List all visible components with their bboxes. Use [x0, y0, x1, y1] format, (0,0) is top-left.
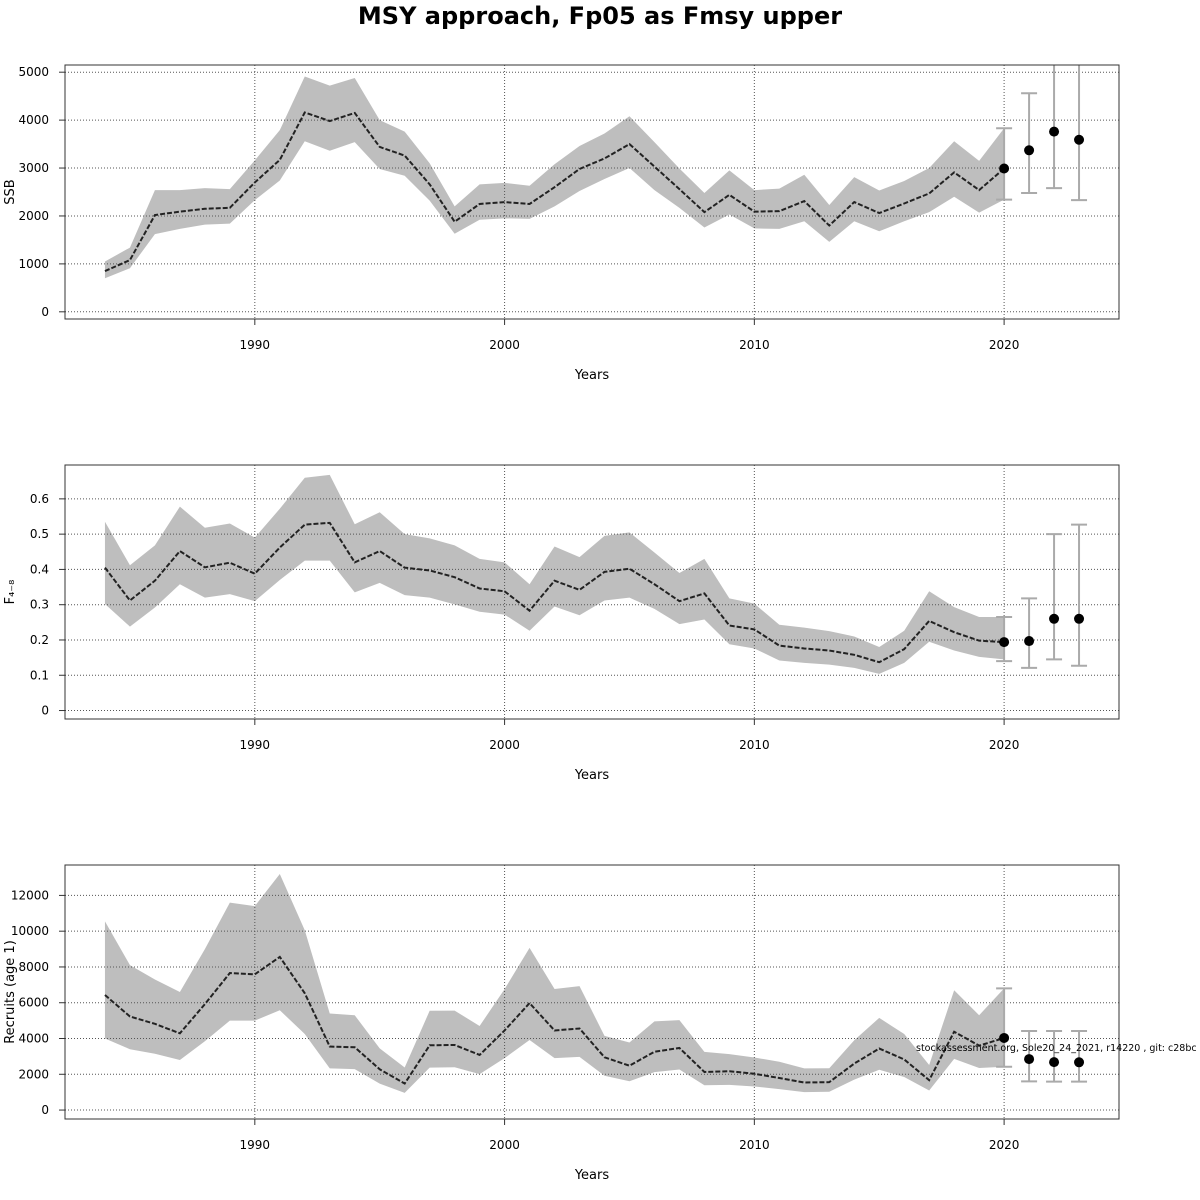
plot-marks — [65, 865, 1119, 1119]
confidence-band — [104, 873, 1005, 1093]
estimate-line — [104, 521, 1005, 664]
y-tick-label: 0 — [41, 1103, 49, 1117]
x-tick-label: 2000 — [489, 738, 520, 752]
y-tick-label: 0.3 — [30, 598, 49, 612]
footnote: stockassessment.org, Sole20_24_2021, r14… — [916, 1043, 1197, 1054]
forecast-point — [1074, 613, 1085, 624]
x-tick-label: 2010 — [739, 738, 770, 752]
estimate-line — [104, 111, 1005, 272]
y-tick-label: 0.4 — [30, 562, 49, 576]
x-tick-label: 2010 — [739, 338, 770, 352]
forecast-point — [1049, 126, 1060, 137]
plot-marks — [65, 465, 1119, 719]
y-tick-label: 5000 — [18, 65, 49, 79]
y-tick-label: 0.5 — [30, 527, 49, 541]
fishing-mortality-panel: 1990 2000 2010 2020 0 0.1 0.2 0.3 0.4 0.5 0.6 Years… — [3, 464, 1120, 783]
plot-marks — [65, 65, 1119, 319]
plot-frame — [64, 864, 1120, 1120]
x-tick-label: 1990 — [240, 738, 271, 752]
forecast-point — [1024, 636, 1035, 647]
y-tick-label: 3000 — [18, 161, 49, 175]
x-tick-label: 2020 — [989, 338, 1020, 352]
y-tick-label: 8000 — [18, 960, 49, 974]
y-tick-label: 1000 — [18, 257, 49, 271]
recruits-panel: 1990 2000 2010 2020 0 2000 4000 6000 8000 10000 12… — [3, 864, 1120, 1183]
forecast-point — [999, 1032, 1010, 1043]
y-tick-label: 2000 — [18, 209, 49, 223]
y-axis-label: F₄₋₈ — [3, 580, 18, 605]
plot-frame — [64, 64, 1120, 320]
y-tick-label: 0.1 — [30, 668, 49, 682]
forecast-point — [999, 637, 1010, 648]
x-tick-label: 2010 — [739, 1138, 770, 1152]
y-axis-label: Recruits (age 1) — [3, 940, 18, 1044]
forecast-point — [1024, 145, 1035, 156]
forecast-point — [1049, 613, 1060, 624]
y-axis-label: SSB — [3, 179, 18, 204]
x-tick-label: 1990 — [240, 338, 271, 352]
forecast-point — [1024, 1054, 1035, 1065]
confidence-band — [104, 474, 1005, 674]
x-tick-label: 2000 — [489, 338, 520, 352]
y-tick-label: 0 — [41, 305, 49, 319]
forecast-point — [1074, 1057, 1085, 1068]
forecast-point — [999, 163, 1010, 174]
plot-frame — [64, 464, 1120, 720]
x-tick-label: 2020 — [989, 738, 1020, 752]
y-tick-label: 10000 — [11, 924, 49, 938]
x-axis-label: Years — [574, 1168, 610, 1183]
forecast-point — [1074, 134, 1085, 145]
x-tick-label: 1990 — [240, 1138, 271, 1152]
page-title: MSY approach, Fp05 as Fmsy upper — [357, 2, 843, 30]
y-tick-label: 0 — [41, 704, 49, 718]
y-tick-label: 2000 — [18, 1067, 49, 1081]
y-tick-label: 4000 — [18, 1032, 49, 1046]
forecast-point — [1049, 1057, 1060, 1068]
y-tick-label: 0.2 — [30, 633, 49, 647]
x-axis-label: Years — [574, 368, 610, 383]
x-tick-label: 2020 — [989, 1138, 1020, 1152]
y-tick-label: 12000 — [11, 888, 49, 902]
y-tick-label: 6000 — [18, 996, 49, 1010]
y-tick-label: 4000 — [18, 113, 49, 127]
confidence-band — [104, 76, 1005, 279]
estimate-line — [104, 955, 1005, 1085]
ssb-panel: 1990 2000 2010 2020 0 1000 2000 3000 4000 5000 Yea… — [3, 64, 1120, 383]
y-tick-label: 0.6 — [30, 492, 49, 506]
x-axis-label: Years — [574, 768, 610, 783]
x-tick-label: 2000 — [489, 1138, 520, 1152]
